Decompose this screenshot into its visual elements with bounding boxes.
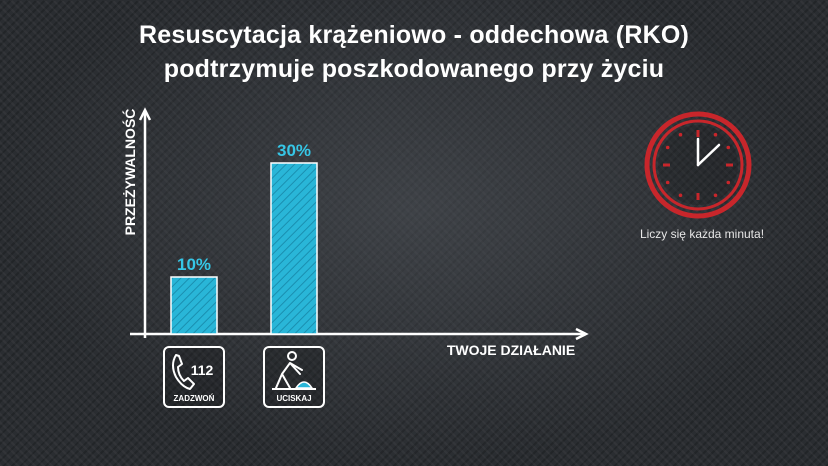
y-axis-arrow [138,107,152,121]
category-box-2: UCISKAJ [263,346,325,408]
category-box-frame [163,346,225,408]
category-box-1: 112 ZADZWOŃ [163,346,225,408]
data-label-1: 10% [177,255,211,274]
victim-shape [294,381,314,389]
title-line-2: podtrzymuje poszkodowanego przy życiu [163,55,665,83]
phone-handset [172,354,195,390]
y-axis-label: PRZEŻYWALNOŚĆ [121,109,138,236]
emergency-number: 112 [191,362,214,378]
data-label-2: 30% [277,141,311,160]
phone-icon: 112 [172,354,214,390]
bar-1 [170,276,218,335]
title-line-1: Resuscytacja krążeniowo - oddechowa (RKO… [139,21,689,49]
clock-caption: Liczy się każda minuta! [639,227,765,241]
category-label-1: ZADZWOŃ [174,394,215,403]
x-axis-arrow [575,327,589,341]
rescuer-body [275,362,303,389]
slide-title: Resuscytacja krążeniowo - oddechowa (RKO… [0,18,828,86]
category-box-frame [263,346,325,408]
x-axis-label: TWOJE DZIAŁANIE [447,342,575,358]
clock-icon [643,110,753,225]
category-label-2: UCISKAJ [276,394,311,403]
rescuer-head [287,351,297,361]
bar-2 [270,162,318,335]
cpr-icon [272,351,316,390]
